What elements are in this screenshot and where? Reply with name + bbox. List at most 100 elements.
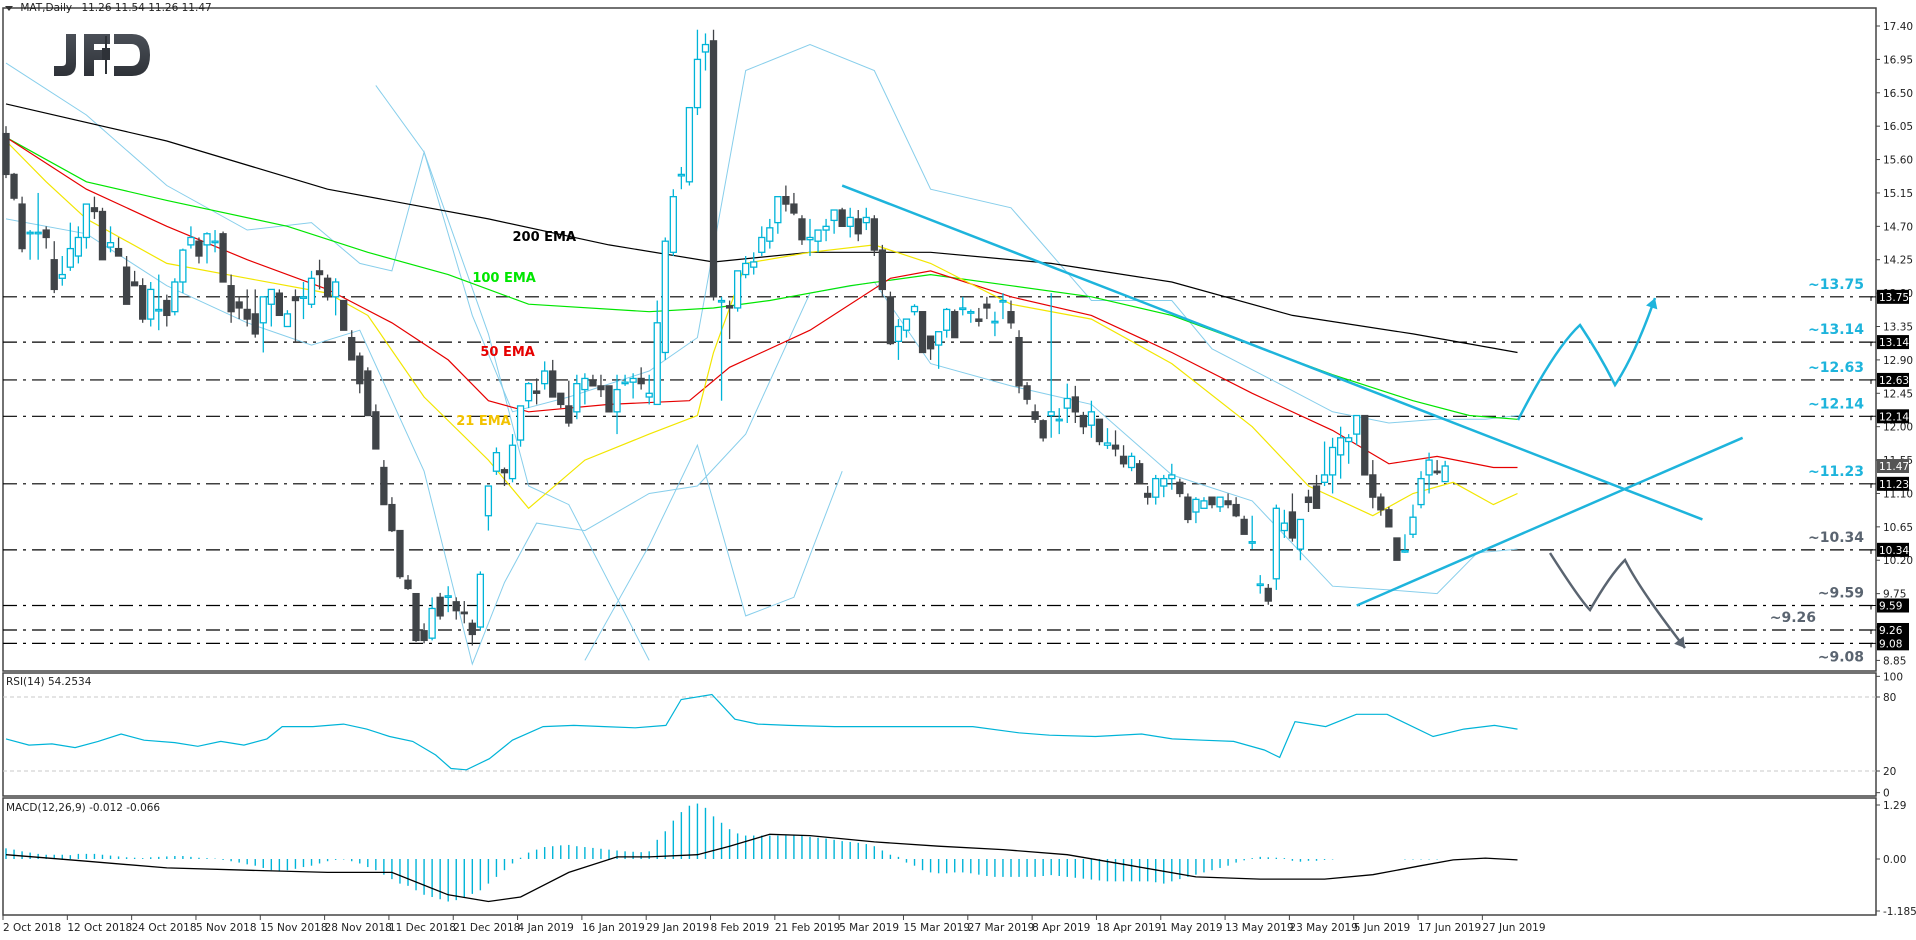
collapse-triangle-icon[interactable] [5, 5, 13, 11]
candle[interactable] [1441, 460, 1449, 483]
candle[interactable] [1345, 434, 1353, 464]
candle[interactable] [1023, 382, 1031, 405]
candle[interactable] [991, 311, 999, 337]
candle[interactable] [959, 296, 967, 316]
candle[interactable] [1103, 428, 1112, 449]
candle[interactable] [1047, 293, 1055, 438]
candle[interactable] [130, 270, 139, 287]
candle[interactable] [669, 189, 677, 257]
candle[interactable] [323, 274, 332, 301]
candle[interactable] [742, 256, 750, 279]
candle[interactable] [267, 288, 275, 327]
candle[interactable] [1079, 411, 1088, 435]
candle[interactable] [1144, 486, 1152, 505]
candle[interactable] [1312, 474, 1321, 509]
candle[interactable] [557, 392, 565, 409]
candle[interactable] [1288, 493, 1297, 542]
candle[interactable] [122, 256, 131, 305]
candle[interactable] [926, 335, 935, 360]
candle[interactable] [629, 373, 637, 399]
candle[interactable] [412, 592, 420, 642]
candle[interactable] [436, 592, 444, 620]
candle[interactable] [508, 434, 517, 483]
candle[interactable] [1176, 478, 1184, 498]
candle[interactable] [532, 378, 541, 405]
candle[interactable] [1015, 330, 1023, 394]
candle[interactable] [380, 460, 388, 506]
candle[interactable] [1152, 474, 1160, 505]
candle[interactable] [50, 241, 58, 294]
candle[interactable] [1071, 385, 1079, 423]
candle[interactable] [886, 291, 895, 346]
candle[interactable] [1240, 515, 1248, 535]
candle[interactable] [1160, 474, 1168, 498]
candle[interactable] [1409, 504, 1417, 538]
candle[interactable] [18, 196, 26, 253]
candle[interactable] [685, 106, 694, 186]
candle[interactable] [934, 331, 943, 369]
candle[interactable] [98, 207, 107, 261]
candle[interactable] [1216, 496, 1224, 513]
candle[interactable] [1063, 383, 1071, 423]
candle[interactable] [862, 207, 870, 231]
candle[interactable] [66, 222, 74, 271]
candle[interactable] [1401, 534, 1409, 553]
candle[interactable] [444, 586, 452, 613]
candle[interactable] [500, 467, 509, 487]
candle[interactable] [356, 352, 364, 394]
candle[interactable] [428, 597, 436, 641]
candle[interactable] [637, 367, 645, 390]
candle[interactable] [1353, 414, 1361, 446]
candle[interactable] [822, 218, 830, 242]
candle[interactable] [203, 232, 211, 264]
candle[interactable] [26, 230, 34, 260]
candle[interactable] [1385, 506, 1393, 528]
candle[interactable] [195, 237, 203, 264]
candle[interactable] [717, 296, 726, 401]
candle[interactable] [1127, 452, 1136, 472]
candle[interactable] [806, 218, 814, 257]
candle[interactable] [452, 597, 460, 620]
uptrend-trendline[interactable] [1356, 436, 1744, 607]
candle[interactable] [999, 293, 1007, 320]
candle[interactable] [187, 226, 195, 249]
candle[interactable] [951, 309, 959, 339]
candle[interactable] [524, 382, 533, 409]
candle[interactable] [211, 230, 219, 253]
candle[interactable] [870, 215, 878, 257]
candle[interactable] [235, 296, 243, 320]
candle[interactable] [782, 185, 790, 212]
candle[interactable] [1336, 426, 1345, 479]
candle[interactable] [597, 374, 605, 397]
candle[interactable] [918, 311, 927, 354]
candle[interactable] [573, 374, 581, 420]
candle[interactable] [758, 226, 766, 257]
candle[interactable] [275, 289, 284, 317]
candle[interactable] [139, 278, 147, 323]
candle[interactable] [846, 207, 854, 238]
candle[interactable] [476, 571, 485, 631]
candle[interactable] [725, 300, 734, 340]
candle[interactable] [147, 281, 155, 327]
candle[interactable] [983, 296, 991, 320]
candle[interactable] [340, 299, 348, 331]
candle[interactable] [171, 278, 179, 316]
candle[interactable] [1377, 493, 1385, 516]
candle[interactable] [1280, 509, 1289, 538]
candle[interactable] [1433, 460, 1441, 475]
candle[interactable] [943, 307, 951, 338]
candle[interactable] [613, 374, 621, 435]
candle[interactable] [750, 252, 758, 275]
candle[interactable] [541, 361, 549, 390]
candle[interactable] [798, 215, 806, 245]
candle[interactable] [565, 380, 573, 427]
candle[interactable] [155, 274, 163, 331]
candle[interactable] [106, 226, 115, 253]
candle[interactable] [114, 237, 123, 257]
candle[interactable] [1111, 430, 1120, 457]
candle[interactable] [404, 575, 412, 590]
candle[interactable] [348, 330, 356, 361]
candle[interactable] [58, 256, 66, 286]
candle[interactable] [605, 385, 613, 413]
